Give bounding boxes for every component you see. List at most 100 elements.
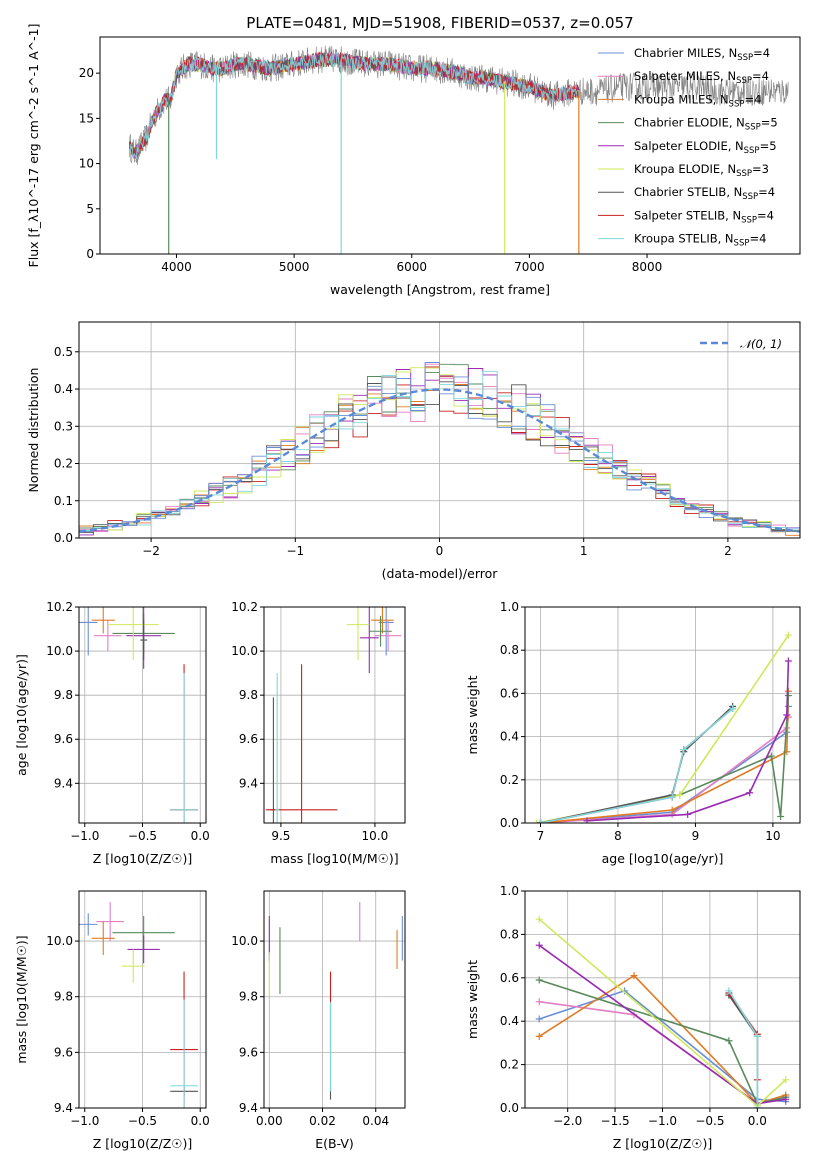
data-point: [369, 615, 392, 647]
y-tick-label: 0.1: [54, 494, 73, 508]
x-tick-label: 0.0: [191, 829, 210, 843]
y-tick-label: 10.2: [231, 600, 258, 614]
x-tick-label: 0: [436, 544, 444, 558]
x-tick-label: −1.0: [70, 1114, 99, 1128]
x-tick-label: −2.0: [553, 1114, 582, 1128]
x-tick-label: 9: [692, 829, 700, 843]
y-tick-label: 10.0: [46, 644, 73, 658]
y-tick-label: 9.6: [239, 1045, 258, 1059]
series-marker: [668, 806, 676, 814]
legend-n: =3: [752, 162, 769, 176]
x-tick-label: 1: [580, 544, 588, 558]
y-tick-label: 0.0: [500, 816, 519, 830]
gaussian-curve: [79, 388, 800, 533]
residual-histogram-panel: −2 −1 0 1 2 0.0 0.1 0.2 0.3 0.4 0.5 𝒩(0, 1) (data-mo…: [26, 321, 801, 581]
data-point: [170, 673, 198, 823]
legend-name: Salpeter STELIB, N: [634, 208, 741, 222]
legend-name: Salpeter MILES, N: [634, 69, 736, 83]
errorbar-panel: −1.0 −0.5 0.0 9.4 9.6 9.8 10.0 10.2 Z [log10(Z/Z…: [14, 600, 210, 866]
series-marker: [535, 941, 543, 949]
series-line: [540, 695, 790, 823]
series-marker: [535, 1032, 543, 1040]
x-tick-label: −2: [142, 544, 160, 558]
legend-label: Chabrier STELIB, NSSP=4: [634, 185, 775, 202]
x-tick-label: −0.5: [128, 1114, 157, 1128]
y-tick-label: 20: [79, 66, 94, 80]
series-marker: [533, 819, 541, 823]
y-axis-label: mass weight: [465, 960, 480, 1039]
legend-label: Chabrier MILES, NSSP=4: [634, 46, 770, 63]
x-axis-label: Z [log10(Z/Z☉)]: [613, 1136, 713, 1151]
data-point: [346, 607, 370, 660]
y-tick-label: 9.6: [54, 732, 73, 746]
legend-n: =5: [761, 116, 778, 130]
y-tick-label: 5: [86, 202, 94, 216]
data-point: [140, 620, 148, 660]
x-axis-label: Z [log10(Z/Z☉)]: [93, 1136, 193, 1151]
y-tick-label: 9.4: [239, 776, 258, 790]
axes-frame: [524, 890, 801, 1109]
y-tick-label: 0.8: [500, 643, 519, 657]
legend-name: Kroupa MILES, N: [634, 92, 729, 106]
series-marker: [725, 987, 733, 995]
legend-sub: SSP: [729, 99, 745, 109]
errorbar-points: [268, 902, 403, 1100]
series-marker: [680, 746, 688, 754]
y-tick-label: 0.5: [54, 345, 73, 359]
y-tick-label: 9.6: [54, 1045, 73, 1059]
series-marker: [746, 789, 754, 797]
mass-weight-lines: [533, 631, 792, 823]
series-marker: [535, 1015, 543, 1023]
series-line: [728, 992, 759, 1080]
y-tick-label: 9.8: [54, 990, 73, 1004]
y-tick-label: 9.4: [54, 776, 73, 790]
data-point: [91, 607, 115, 634]
y-axis-label: mass [log10(M/M☉)]: [14, 935, 29, 1063]
y-tick-label: 9.4: [239, 1101, 258, 1115]
legend-label: Kroupa STELIB, NSSP=4: [634, 232, 766, 249]
series-marker: [784, 692, 792, 700]
legend-sub: SSP: [741, 215, 757, 225]
y-tick-label: 0.4: [500, 1014, 519, 1028]
x-tick-label: 7000: [514, 260, 545, 274]
legend-n: =4: [752, 69, 769, 83]
y-tick-label: 1.0: [500, 600, 519, 614]
y-tick-label: 0.2: [54, 457, 73, 471]
y-tick-label: 0.2: [500, 773, 519, 787]
errorbar-panel: 0.00 0.02 0.04 9.4 9.6 9.8 10.0 E(B-V): [231, 890, 406, 1151]
series-marker: [784, 631, 792, 639]
legend-sub: SSP: [734, 239, 750, 249]
series-line: [538, 974, 787, 1105]
x-tick-label: −1.5: [601, 1114, 630, 1128]
x-tick-label: −0.5: [695, 1114, 724, 1128]
series-marker: [782, 1095, 790, 1103]
y-tick-label: 10.0: [231, 644, 258, 658]
legend-name: Kroupa ELODIE, N: [634, 162, 736, 176]
legend-sub: SSP: [742, 192, 758, 202]
y-tick-label: 0.8: [500, 927, 519, 941]
x-tick-label: 10: [765, 829, 780, 843]
legend-n: =4: [758, 185, 775, 199]
legend-n: =4: [744, 92, 761, 106]
y-axis-label: Normed distribution: [26, 368, 41, 493]
data-point: [378, 607, 394, 656]
series-marker: [535, 976, 543, 984]
legend-name: Chabrier ELODIE, N: [634, 116, 745, 130]
legend-sub: SSP: [737, 53, 753, 63]
series-marker: [684, 810, 692, 818]
series-marker: [777, 813, 785, 821]
legend-name: Chabrier STELIB, N: [634, 185, 742, 199]
data-point: [79, 607, 98, 656]
y-tick-label: 0.4: [500, 730, 519, 744]
y-tick-label: 10.0: [46, 934, 73, 948]
axes-frame: [78, 606, 207, 824]
y-tick-label: 9.8: [239, 990, 258, 1004]
legend-sub: SSP: [744, 146, 760, 156]
series-marker: [782, 1076, 790, 1084]
axes-frame: [78, 321, 801, 539]
data-point: [374, 620, 402, 652]
errorbar-panel: −1.0 −0.5 0.0 9.4 9.6 9.8 10.0 Z [log10(Z/Z☉)] m…: [14, 890, 210, 1151]
y-tick-label: 0.2: [500, 1058, 519, 1072]
chart-title: PLATE=0481, MJD=51908, FIBERID=0537, z=0…: [246, 14, 633, 32]
